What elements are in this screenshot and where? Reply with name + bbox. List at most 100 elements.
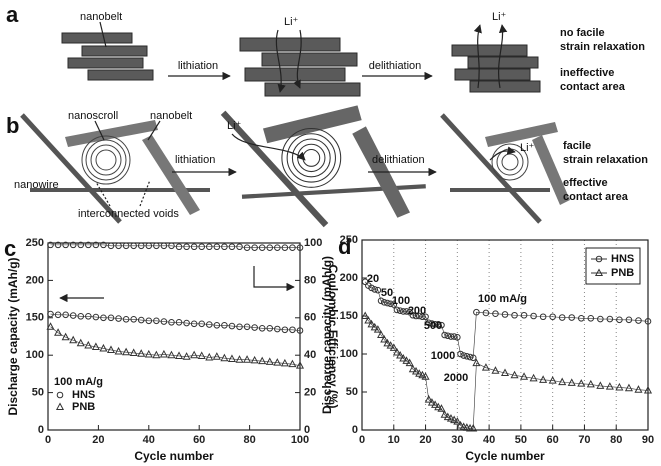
diagram-shape [501,153,519,171]
marker [492,310,499,318]
label: ineffective [560,67,614,79]
label: Li⁺ [520,142,535,154]
diagram-shape [489,146,516,161]
annotation: 100 [392,295,410,307]
marker [577,379,586,387]
marker [295,361,305,369]
series-line [50,326,301,366]
marker [457,350,464,358]
diagram-shape [90,144,122,176]
legend-label: PNB [72,401,95,413]
x-tick-label: 90 [642,434,654,446]
marker [258,244,266,251]
marker [236,243,243,251]
marker [450,415,459,424]
y-tick-label: 200 [340,272,358,284]
marker [99,343,108,352]
marker [361,311,370,319]
marker [529,373,538,382]
marker [77,241,85,249]
marker [434,321,442,328]
marker [153,242,160,250]
y-tick-label: 100 [26,349,44,361]
marker [422,313,429,321]
diagram-shape [491,143,529,181]
marker [393,306,401,314]
marker [280,358,289,367]
x-axis-label: Cycle number [134,449,214,463]
annotation: 200 [408,305,426,317]
panel-label: a [6,2,19,27]
marker [466,353,474,361]
marker [160,242,168,250]
annotation: 20 [367,273,379,285]
marker [159,349,168,358]
label: contact area [560,81,626,93]
marker [411,366,421,375]
marker [402,356,411,364]
marker [594,268,604,276]
y-tick-label: 250 [26,237,44,249]
marker [412,312,420,320]
marker [520,311,528,319]
marker [434,402,443,411]
marker [456,420,465,429]
marker [221,321,228,329]
marker [205,352,214,361]
marker [265,357,274,365]
diagram-shape [275,29,286,93]
marker [198,243,206,251]
marker [274,325,281,333]
marker [500,368,510,376]
marker [387,300,394,308]
marker [586,379,595,388]
diagram-shape [220,110,329,228]
y2-tick-label: 100 [304,237,322,249]
label: strain relaxation [560,41,645,53]
diagram-shape [95,181,111,207]
label: Li⁺ [284,16,299,28]
x-tick-label: 0 [359,434,365,446]
y2-tick-label: 0 [304,424,310,436]
diagram-shape [87,69,154,81]
diagram-shape [99,21,107,48]
marker [114,346,123,355]
marker [273,358,282,366]
x-tick-label: 40 [143,434,155,446]
marker [460,352,467,359]
x-tick-label: 100 [291,434,309,446]
marker [69,335,78,344]
marker [167,350,176,359]
marker [403,308,410,315]
diagram-shape [147,120,161,141]
marker [69,312,77,319]
marker [289,244,296,251]
y2-tick-label: 80 [304,274,316,286]
marker [130,315,137,323]
marker [415,369,424,377]
marker [236,323,243,331]
marker [69,241,77,249]
diagram-shape [142,135,200,215]
marker [419,313,426,321]
marker [587,314,595,322]
marker [227,354,236,362]
marker [367,319,376,328]
panel-label: b [6,113,19,138]
marker [54,328,63,336]
marker [115,315,122,322]
marker [91,342,100,350]
marker [288,359,297,368]
marker [106,345,116,353]
y-axis-label: Discharge capacity (mAh/g) [320,256,334,414]
annotation: 50 [381,287,393,299]
marker [364,315,373,324]
marker [453,417,462,425]
marker [606,315,614,323]
marker [62,241,69,249]
marker [197,351,206,359]
diagram-shape [20,113,122,224]
label: nanoscroll [68,110,118,122]
marker [175,351,184,359]
marker [510,370,519,379]
